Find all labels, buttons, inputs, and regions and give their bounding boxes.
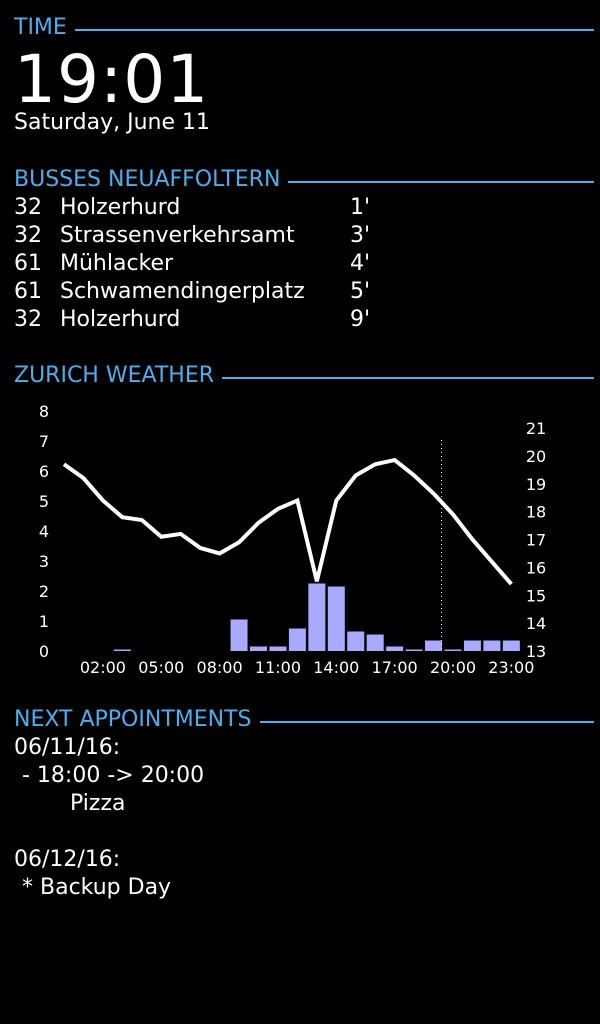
bus-eta: 5' [350, 279, 371, 304]
bus-eta: 4' [350, 251, 371, 276]
precipitation-bar [463, 640, 481, 651]
right-axis-tick-label: 16 [526, 558, 546, 577]
bus-departure-row: 32 Strassenverkehrsamt 3' [14, 222, 414, 250]
weather-section-header: ZURICH WEATHER [14, 362, 594, 390]
section-divider [222, 377, 594, 379]
bus-destination: Holzerhurd [60, 307, 181, 332]
right-axis-tick-label: 13 [526, 642, 546, 661]
precipitation-bar [308, 583, 326, 651]
x-axis-tick-label: 11:00 [255, 658, 301, 677]
bus-eta: 3' [350, 223, 371, 248]
current-date: Saturday, June 11 [14, 110, 211, 135]
left-axis-tick-label: 4 [39, 522, 49, 541]
precipitation-bar [483, 640, 501, 651]
section-divider [259, 721, 594, 723]
right-axis-tick-label: 18 [526, 503, 546, 522]
x-axis-tick-label: 14:00 [313, 658, 359, 677]
bus-line-number: 61 [14, 251, 42, 276]
bus-destination: Schwamendingerplatz [60, 279, 305, 304]
precipitation-bar [113, 649, 131, 651]
left-axis-tick-label: 2 [39, 582, 49, 601]
appointments-section-header: NEXT APPOINTMENTS [14, 706, 594, 734]
left-axis-tick-label: 6 [39, 462, 49, 481]
time-section-header: TIME [14, 14, 594, 42]
right-axis-tick-label: 20 [526, 447, 546, 466]
bus-departure-list: 32 Holzerhurd 1' 32 Strassenverkehrsamt … [14, 194, 414, 334]
bus-eta: 1' [350, 195, 371, 220]
precipitation-bar [288, 628, 306, 651]
right-axis-tick-label: 21 [526, 419, 546, 438]
appointment-time-range: - 18:00 -> 20:00 [22, 763, 205, 788]
bus-departure-row: 32 Holzerhurd 1' [14, 194, 414, 222]
bus-destination: Holzerhurd [60, 195, 181, 220]
appointment-all-day: * Backup Day [22, 875, 172, 900]
precipitation-bar [386, 646, 404, 651]
appointment-title: Pizza [70, 791, 126, 816]
x-axis-tick-label: 17:00 [372, 658, 418, 677]
bus-departure-row: 61 Mühlacker 4' [14, 250, 414, 278]
left-axis-tick-label: 5 [39, 492, 49, 511]
bus-destination: Mühlacker [60, 251, 174, 276]
appointment-spacer [14, 818, 574, 846]
bus-section-header: BUSSES NEUAFFOLTERN [14, 166, 594, 194]
left-axis-tick-label: 7 [39, 432, 49, 451]
temperature-line [62, 457, 513, 586]
left-axis-tick-label: 8 [39, 402, 49, 421]
left-axis-tick-label: 0 [39, 642, 49, 661]
precipitation-bar [405, 649, 423, 651]
x-axis-tick-label: 08:00 [197, 658, 243, 677]
x-axis-tick-label: 05:00 [138, 658, 184, 677]
right-axis-tick-label: 14 [526, 614, 546, 633]
x-axis-tick-label: 23:00 [488, 658, 534, 677]
precipitation-bar [366, 634, 384, 651]
appointments-section-title: NEXT APPOINTMENTS [14, 707, 252, 732]
weather-chart: 0 1 2 3 4 5 6 7 8 13 14 15 16 17 18 19 20 21 02:00 05:00 08:… [39, 402, 546, 677]
bus-section-title: BUSSES NEUAFFOLTERN [14, 167, 281, 192]
bus-line-number: 61 [14, 279, 42, 304]
right-axis-tick-label: 17 [526, 531, 546, 550]
appointment-date: 06/12/16: [14, 847, 121, 872]
bus-line-number: 32 [14, 307, 42, 332]
precipitation-bar [444, 649, 462, 651]
clock: 19:01 [14, 41, 210, 118]
bus-destination: Strassenverkehrsamt [60, 223, 295, 248]
bus-line-number: 32 [14, 223, 42, 248]
bus-departure-row: 32 Holzerhurd 9' [14, 306, 414, 334]
section-divider [74, 29, 594, 31]
precipitation-bar [269, 646, 287, 651]
precipitation-bar [230, 619, 248, 651]
x-axis-tick-label: 02:00 [80, 658, 126, 677]
left-axis-tick-label: 1 [39, 612, 49, 631]
appointment-date: 06/11/16: [14, 735, 121, 760]
precipitation-bar [327, 586, 345, 651]
bus-line-number: 32 [14, 195, 42, 220]
appointment-list: 06/11/16: - 18:00 -> 20:00 Pizza 06/12/1… [14, 734, 574, 902]
time-section-title: TIME [14, 15, 67, 40]
left-axis-tick-label: 3 [39, 552, 49, 571]
weather-section-title: ZURICH WEATHER [14, 363, 215, 388]
precipitation-bar [425, 640, 443, 651]
x-axis-tick-label: 20:00 [430, 658, 476, 677]
precipitation-bar [347, 631, 365, 651]
precipitation-bar [250, 646, 267, 651]
right-axis-tick-label: 15 [526, 586, 546, 605]
bus-departure-row: 61 Schwamendingerplatz 5' [14, 278, 414, 306]
bus-eta: 9' [350, 307, 371, 332]
precipitation-bar [502, 640, 520, 651]
section-divider [288, 181, 594, 183]
right-axis-tick-label: 19 [526, 475, 546, 494]
